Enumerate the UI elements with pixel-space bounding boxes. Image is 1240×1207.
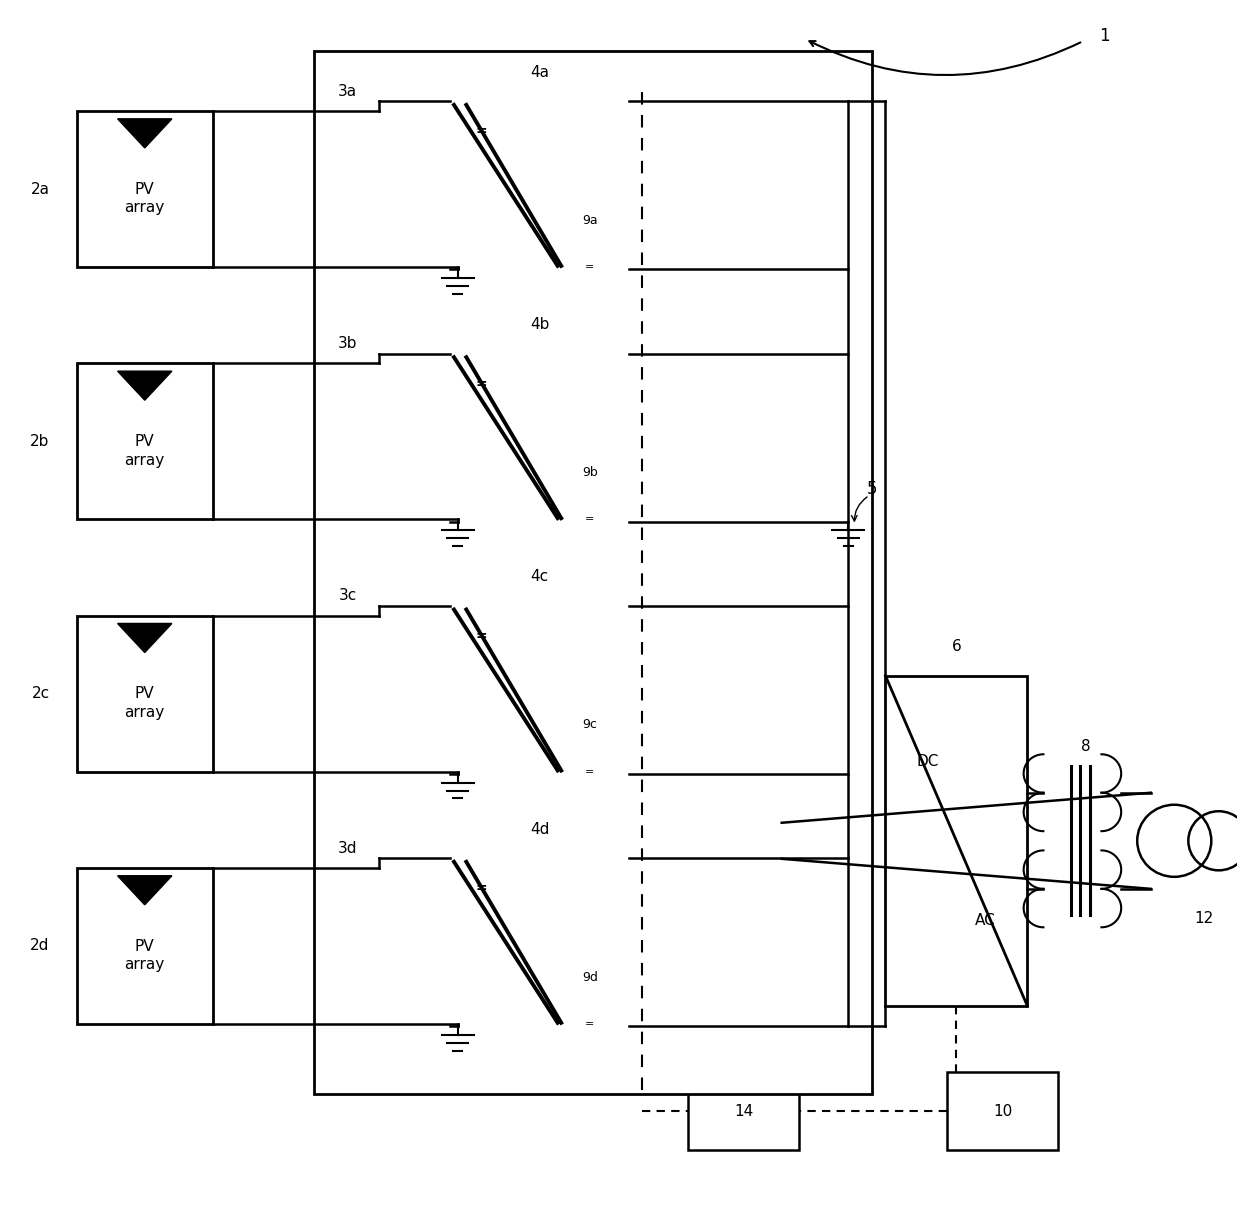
- Polygon shape: [118, 624, 172, 653]
- Text: 3c: 3c: [339, 589, 357, 604]
- Bar: [885, 676, 1028, 1005]
- Text: 4c: 4c: [531, 570, 549, 584]
- Bar: [450, 858, 629, 1026]
- Text: 4b: 4b: [529, 317, 549, 332]
- Text: 2a: 2a: [31, 181, 50, 197]
- Text: 2b: 2b: [30, 433, 50, 449]
- Text: 2d: 2d: [30, 938, 50, 954]
- Text: 2c: 2c: [31, 686, 50, 701]
- Text: 9a: 9a: [582, 214, 598, 227]
- Bar: [77, 868, 212, 1024]
- Text: =: =: [475, 881, 487, 896]
- Text: =: =: [585, 766, 594, 776]
- Text: =: =: [585, 262, 594, 272]
- Bar: [688, 1072, 799, 1150]
- Bar: [77, 616, 212, 771]
- Text: 3a: 3a: [339, 84, 357, 99]
- Bar: [559, 454, 620, 503]
- Bar: [559, 958, 620, 1008]
- Bar: [450, 606, 629, 774]
- Text: 9c: 9c: [583, 718, 598, 731]
- Polygon shape: [118, 876, 172, 905]
- Text: 10: 10: [993, 1103, 1012, 1119]
- Text: =: =: [475, 124, 487, 139]
- Text: 14: 14: [734, 1103, 753, 1119]
- Text: 12: 12: [1194, 911, 1214, 927]
- Text: 1: 1: [1099, 28, 1110, 46]
- Text: PV
array: PV array: [124, 435, 165, 468]
- Text: 4a: 4a: [531, 65, 549, 80]
- Bar: [947, 1072, 1058, 1150]
- Bar: [314, 51, 872, 1094]
- Text: AC: AC: [975, 912, 996, 928]
- Text: PV
array: PV array: [124, 687, 165, 721]
- Polygon shape: [118, 118, 172, 148]
- Bar: [450, 354, 629, 521]
- Text: DC: DC: [916, 754, 939, 769]
- Polygon shape: [118, 371, 172, 401]
- Text: PV
array: PV array: [124, 182, 165, 215]
- Text: =: =: [475, 377, 487, 391]
- Bar: [77, 111, 212, 267]
- Text: 5: 5: [867, 480, 878, 498]
- Bar: [559, 202, 620, 251]
- Text: 3b: 3b: [337, 337, 357, 351]
- Bar: [450, 101, 629, 269]
- Text: 3d: 3d: [337, 841, 357, 856]
- Text: =: =: [585, 514, 594, 524]
- Bar: [559, 706, 620, 756]
- Text: 8: 8: [1080, 739, 1090, 754]
- Text: =: =: [475, 629, 487, 643]
- Text: 4d: 4d: [529, 822, 549, 836]
- Text: 6: 6: [951, 639, 961, 654]
- Text: 9b: 9b: [582, 466, 598, 479]
- Text: PV
array: PV array: [124, 939, 165, 973]
- Bar: [77, 363, 212, 519]
- Text: =: =: [585, 1019, 594, 1030]
- Text: 9d: 9d: [582, 970, 598, 984]
